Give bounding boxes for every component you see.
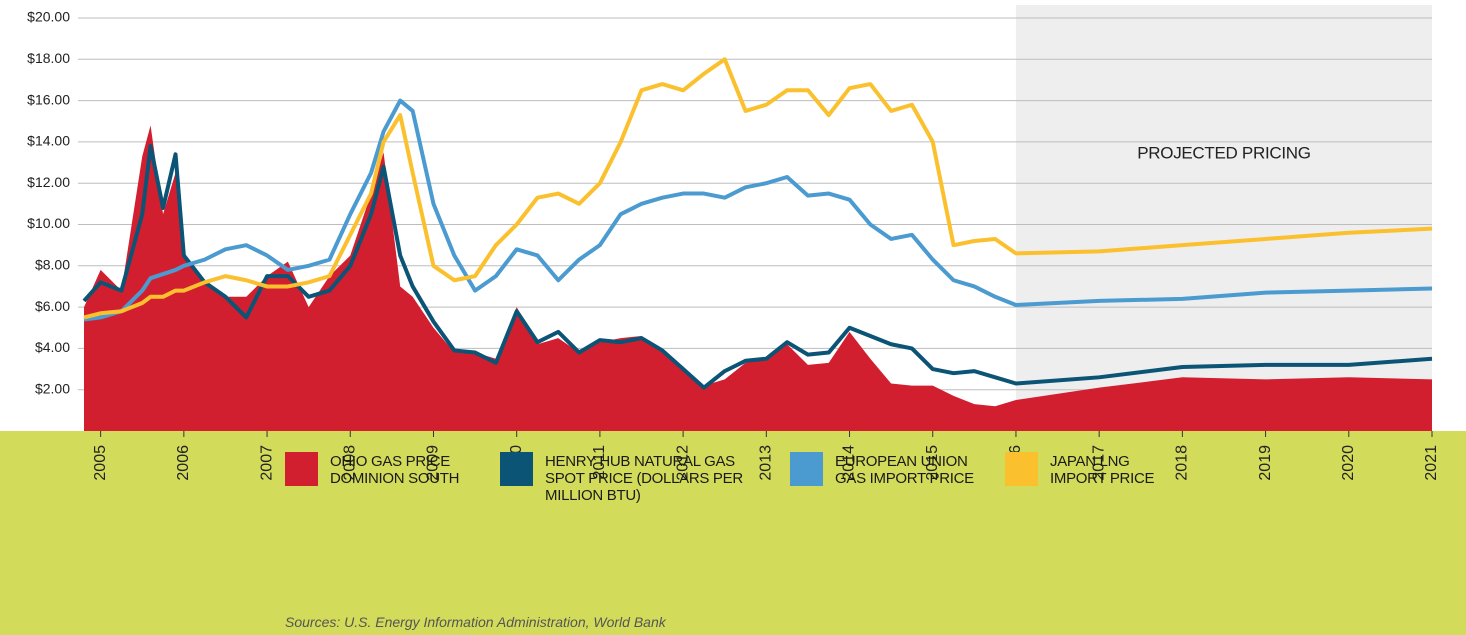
green-band [0, 431, 1466, 635]
y-tick-label: $8.00 [35, 257, 70, 273]
x-tick-label: 2013 [758, 445, 775, 481]
y-tick-label: $14.00 [27, 133, 70, 149]
legend-swatch [1005, 452, 1038, 486]
x-tick-label: 2018 [1174, 445, 1191, 481]
legend-swatch [500, 452, 533, 486]
legend-label: JAPAN LNG IMPORT PRICE [1050, 453, 1155, 487]
x-tick-label: 2015 [924, 445, 941, 481]
projection-region [1015, 5, 1432, 431]
y-tick-label: $6.00 [35, 298, 70, 314]
annotation: PROJECTED PRICING [1137, 143, 1310, 162]
line [83, 98, 1433, 322]
y-tick-label: $4.00 [35, 339, 70, 355]
x-tick-label: 2011 [591, 445, 608, 480]
x-tick-label: 2007 [258, 445, 275, 481]
x-tick-label: 2006 [175, 445, 192, 481]
y-tick-label: $2.00 [35, 380, 70, 396]
x-tick-label: 2012 [674, 445, 691, 481]
x-tick-label: 2009 [425, 445, 442, 481]
x-tick-label: 2021 [1423, 445, 1440, 481]
y-tick-label: $12.00 [27, 174, 70, 190]
y-tick-label: $18.00 [27, 50, 70, 66]
y-tick-label: $20.00 [27, 9, 70, 25]
x-tick-label: 2017 [1090, 445, 1107, 481]
legend-label: OHIO GAS PRICE DOMINION SOUTH [330, 453, 460, 487]
x-tick-label: 2005 [92, 445, 109, 481]
x-tick-label: 2019 [1257, 445, 1274, 481]
x-tick-label: 2020 [1340, 445, 1357, 481]
line [82, 144, 1433, 390]
y-tick-label: $10.00 [27, 215, 70, 231]
line [83, 57, 1433, 320]
x-tick-label: 2008 [341, 445, 358, 481]
x-tick-label: 2014 [841, 445, 858, 481]
legend-swatch [285, 452, 318, 486]
area [84, 125, 1432, 431]
legend-label: HENRY HUB NATURAL GAS SPOT PRICE (DOLLAR… [545, 453, 743, 504]
legend-swatch [790, 452, 823, 486]
source: Sources: U.S. Energy Information Adminis… [285, 614, 666, 630]
legend-label: EUROPEAN UNION GAS IMPORT PRICE [835, 453, 974, 487]
y-tick-label: $16.00 [27, 91, 70, 107]
